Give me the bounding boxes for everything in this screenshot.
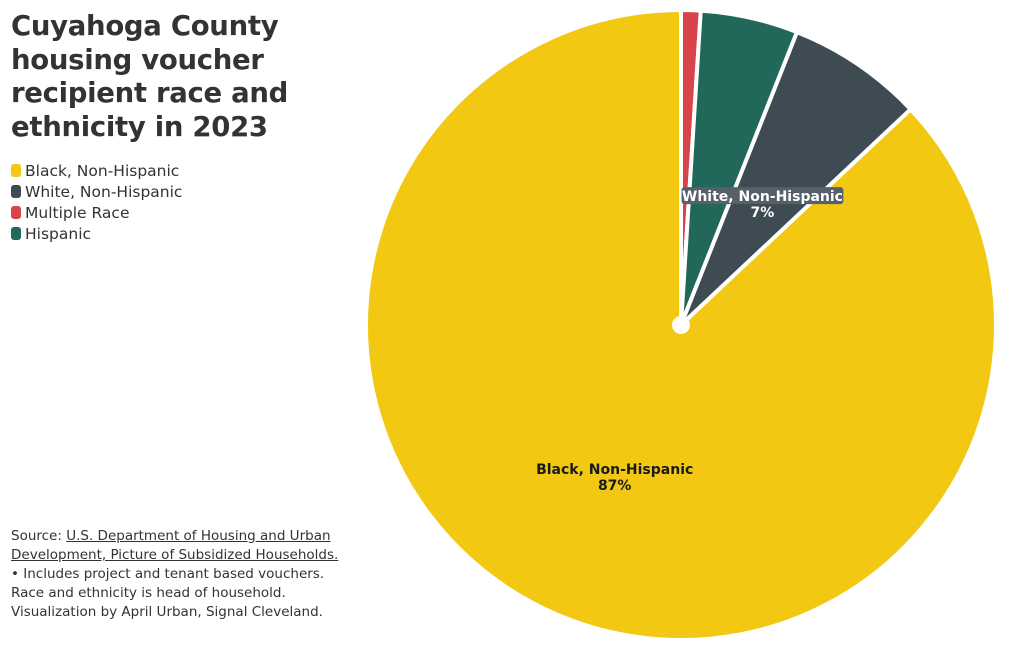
source-link[interactable]: U.S. Department of Housing and Urban Dev… <box>11 528 339 563</box>
data-label-name: White, Non-Hispanic <box>682 189 843 205</box>
data-label-name: Black, Non-Hispanic <box>536 462 693 478</box>
legend-swatch <box>11 164 21 177</box>
footer-credit: Visualization by April Urban, Signal Cle… <box>11 604 323 620</box>
legend-swatch <box>11 206 21 219</box>
legend-item-multiple[interactable]: Multiple Race <box>11 202 182 223</box>
legend-swatch <box>11 227 21 240</box>
data-label-background <box>681 187 844 205</box>
chart-title: Cuyahoga County housing voucher recipien… <box>11 10 289 143</box>
legend: Black, Non-Hispanic White, Non-Hispanic … <box>11 160 182 244</box>
chart-footer: Source: U.S. Department of Housing and U… <box>11 527 343 622</box>
legend-item-white[interactable]: White, Non-Hispanic <box>11 181 182 202</box>
legend-label: Hispanic <box>25 224 92 243</box>
legend-item-hispanic[interactable]: Hispanic <box>11 223 182 244</box>
source-prefix: Source: <box>11 528 67 544</box>
data-label-value: 87% <box>598 478 632 494</box>
legend-swatch <box>11 185 21 198</box>
legend-label: White, Non-Hispanic <box>25 182 183 201</box>
footer-note: • Includes project and tenant based vouc… <box>11 566 325 601</box>
legend-label: Multiple Race <box>25 203 130 222</box>
pie-center-dot <box>672 316 690 334</box>
legend-item-black[interactable]: Black, Non-Hispanic <box>11 160 182 181</box>
data-label-value: 7% <box>751 205 775 221</box>
pie-slice-white-non-hispanic[interactable] <box>679 30 913 327</box>
legend-label: Black, Non-Hispanic <box>25 161 180 180</box>
